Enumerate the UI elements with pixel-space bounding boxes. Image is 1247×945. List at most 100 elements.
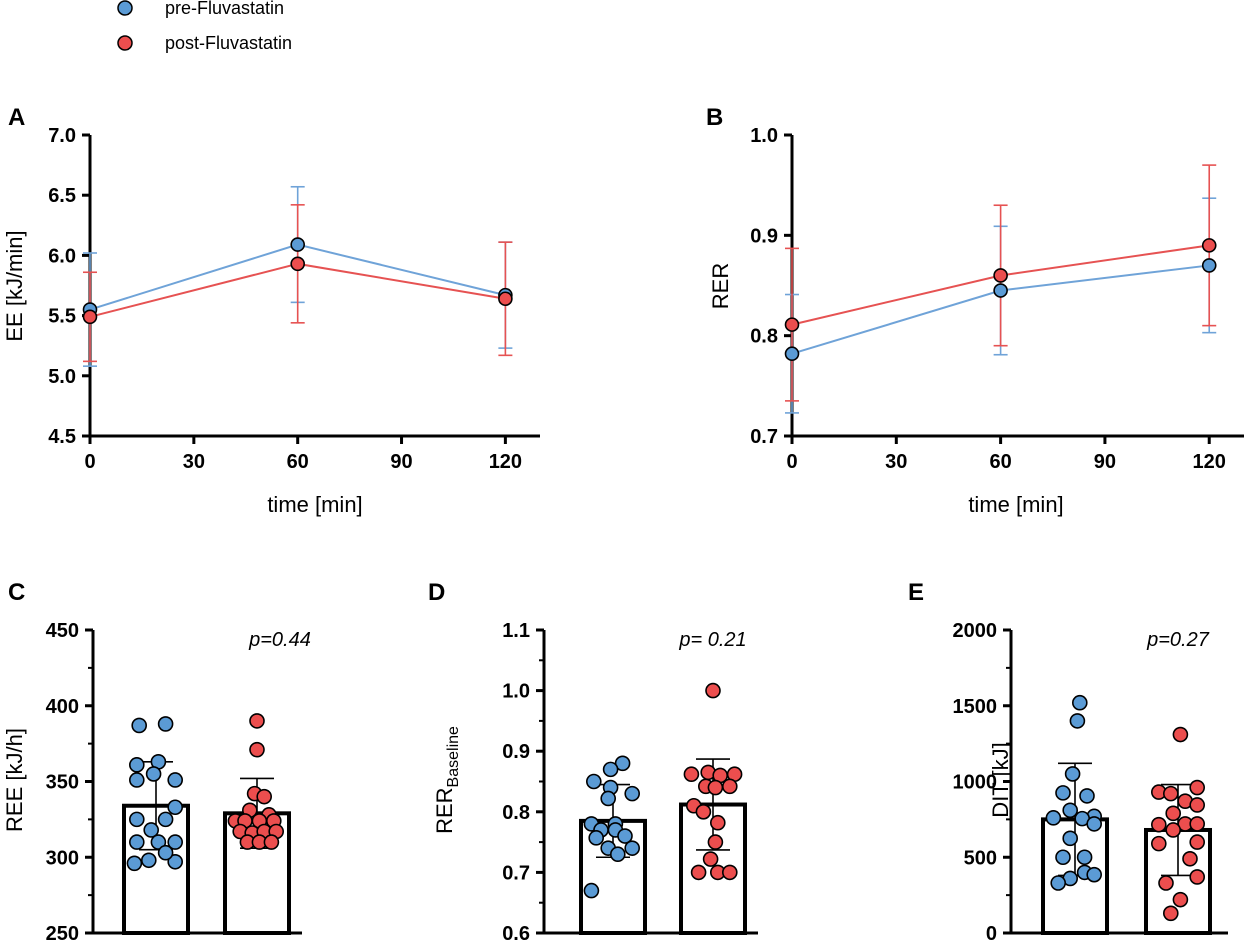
panel-e-dot-post [1151, 835, 1167, 852]
panel-c-dot-post [256, 788, 273, 805]
panel-d-dot-pre [617, 828, 633, 844]
panel-a-xtick-label: 60 [287, 451, 309, 473]
panel-e-dot-post [1172, 891, 1189, 908]
panel-d-dot-pre [624, 840, 641, 856]
panel-c-ylabel: REE [kJ/h] [2, 728, 27, 832]
panel-b-xtick-label: 30 [885, 451, 907, 473]
panel-d-ytick-label: 0.6 [502, 923, 530, 945]
panel-e-dot-pre [1076, 849, 1093, 866]
panel-a-ytick-label: 4.5 [48, 426, 76, 448]
panel-d-dot-pre [614, 755, 631, 772]
panel-d-dot-pre [602, 761, 619, 778]
panel-d-dot-pre [583, 882, 600, 899]
panel-c-dot-pre [126, 855, 143, 872]
panel-b-point-post [993, 268, 1008, 283]
panel-b-ytick-label: 1.0 [750, 125, 778, 147]
panel-c-dot-pre [167, 853, 183, 870]
panel-d-axes: 0.6 0.7 0.8 0.9 1.0 1.1 [502, 620, 758, 945]
panel-c-dot-pre [167, 772, 183, 788]
panel-a-ylabel: EE [kJ/min] [2, 230, 27, 341]
panel-e-dot-post [1158, 875, 1174, 891]
panel-d: D 0.6 0.7 0.8 0.9 1.0 1.1 p= 0.21 RERBaseline [428, 579, 758, 945]
panel-e-dot-post [1163, 785, 1179, 802]
panel-c-dot-post [249, 741, 265, 758]
panel-b-xtick-label: 90 [1094, 451, 1116, 473]
panel-c-dot-pre [129, 757, 145, 773]
panel-e-ytick-label: 1000 [953, 772, 998, 794]
panel-d-dot-pre [588, 830, 605, 846]
panel-b-ytick-label: 0.7 [750, 426, 778, 448]
panel-e-ytick-label: 500 [964, 847, 997, 869]
panel-c-dot-pre [129, 772, 145, 788]
panel-e-dot-pre [1086, 816, 1102, 832]
panel-b: B 0.7 0.8 0.9 1.0 0 30 60 90 120 time [min] RER [706, 104, 1244, 517]
panel-e-dot-pre [1045, 810, 1062, 826]
panel-e-dot-pre [1079, 788, 1095, 804]
panel-b-axes: 0.7 0.8 0.9 1.0 0 30 60 90 120 [750, 125, 1244, 473]
panel-e-dot-pre [1050, 875, 1066, 891]
panel-e-dot-pre [1055, 785, 1071, 801]
panel-c-dot-post [263, 834, 280, 850]
panel-a-ytick-label: 5.5 [48, 306, 76, 328]
panel-label-b: B [706, 104, 723, 131]
panel-c-dot-pre [150, 834, 167, 850]
panel-c-dot-pre [157, 716, 174, 732]
panel-c-dot-pre [129, 811, 145, 828]
panel-e: E 0 500 1000 1500 2000 p=0.27 DIT [kJ] [908, 579, 1228, 945]
panel-label-d: D [428, 579, 445, 606]
panel-d-dot-post [695, 803, 712, 820]
panel-e-dot-pre [1072, 694, 1088, 711]
panel-e-dot-post [1165, 805, 1181, 822]
panel-c-dot-pre [167, 834, 183, 850]
panel-d-dot-post [721, 864, 738, 881]
panel-d-ytick-label: 0.9 [502, 741, 530, 763]
panel-d-dot-post [690, 864, 707, 881]
panel-e-dot-pre [1069, 713, 1086, 729]
panel-e-ylabel: DIT [kJ] [988, 742, 1013, 817]
panel-e-dot-post [1189, 834, 1205, 850]
panel-a-point-pre [290, 237, 305, 252]
panel-e-dot-post [1189, 797, 1205, 813]
panel-d-ylabel: RERBaseline [432, 726, 462, 834]
panel-a-ytick-label: 5.0 [48, 366, 76, 388]
panel-a-xlabel: time [min] [267, 492, 362, 517]
panel-e-dot-post [1189, 816, 1205, 832]
panel-d-dot-post [721, 778, 738, 795]
panel-c-dot-pre [167, 799, 183, 816]
panel-d-dot-pre [609, 846, 626, 863]
panel-d-dot-post [707, 779, 724, 796]
legend-marker-pre [117, 0, 133, 16]
legend-label-pre: pre-Fluvastatin [165, 0, 284, 18]
panel-c-dot-pre [131, 717, 147, 734]
panel-e-dot-pre [1055, 849, 1071, 866]
panel-c-ytick-label: 300 [46, 847, 79, 869]
panel-d-dot-post [683, 766, 700, 783]
panel-c-ytick-label: 250 [46, 923, 79, 945]
panel-a-ytick-label: 6.5 [48, 185, 76, 207]
panel-d-dot-pre [600, 790, 617, 807]
panel-d-ytick-label: 0.7 [502, 862, 530, 884]
panel-c-dot-pre [141, 852, 157, 869]
panel-b-ytick-label: 0.8 [750, 326, 778, 348]
panel-b-xlabel: time [min] [968, 492, 1063, 517]
panel-a-point-post [82, 309, 98, 325]
panel-label-e: E [908, 579, 924, 606]
panel-e-dot-post [1189, 779, 1205, 796]
panel-a-ytick-label: 6.0 [48, 245, 76, 267]
panel-c-dot-pre [157, 844, 174, 861]
panel-b-point-pre [993, 283, 1008, 298]
panel-c: C 250 300 350 400 450 p=0.44 REE [kJ/h] [2, 579, 311, 945]
panel-b-xtick-label: 60 [989, 451, 1011, 473]
panel-a-xtick-label: 90 [390, 451, 412, 473]
panel-a-ytick-label: 7.0 [48, 125, 76, 147]
panel-e-axes: 0 500 1000 1500 2000 [953, 620, 1228, 945]
panel-c-ytick-label: 450 [46, 620, 79, 642]
panel-c-ytick-label: 400 [46, 696, 79, 718]
panel-e-ytick-label: 1500 [953, 696, 998, 718]
panel-c-axes: 250 300 350 400 450 [46, 620, 302, 945]
legend: pre-Fluvastatin post-Fluvastatin [117, 0, 292, 53]
panel-e-ptext: p=0.27 [1146, 629, 1210, 651]
panel-label-a: A [8, 104, 25, 131]
panel-b-xtick-label: 0 [786, 451, 797, 473]
